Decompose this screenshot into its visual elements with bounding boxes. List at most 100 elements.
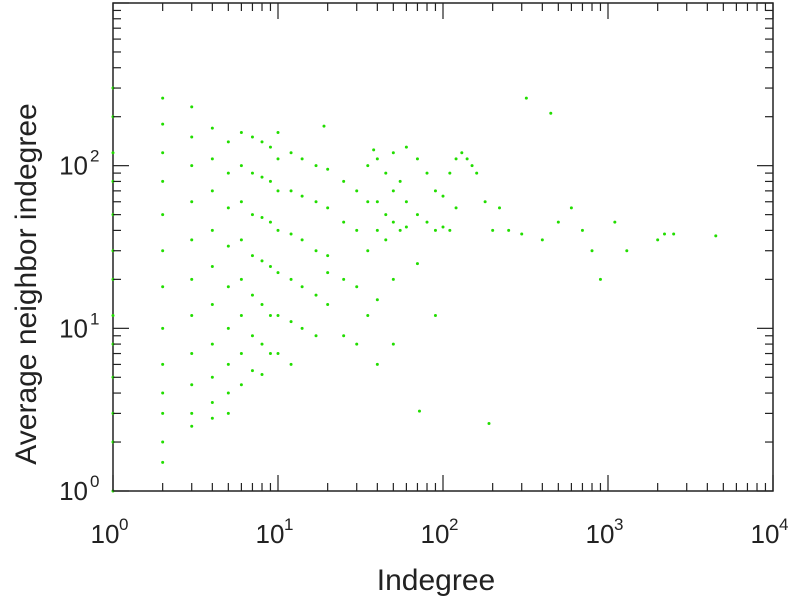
data-point [276, 271, 280, 275]
x-tick-label: 10 [586, 519, 615, 549]
data-point [391, 220, 395, 224]
data-point [239, 313, 243, 317]
data-point [268, 313, 272, 317]
data-point [210, 342, 214, 346]
data-point [375, 228, 379, 232]
data-point [289, 189, 293, 193]
data-point [375, 200, 379, 204]
data-point [161, 96, 165, 100]
data-point [672, 232, 676, 236]
data-point [250, 213, 254, 217]
data-point [226, 362, 230, 366]
data-point [226, 391, 230, 395]
data-point [391, 151, 395, 155]
data-point [260, 373, 264, 377]
data-point [260, 342, 264, 346]
data-point [161, 285, 165, 289]
data-point [415, 213, 419, 217]
data-point [210, 303, 214, 307]
data-point [314, 164, 318, 168]
data-point [425, 220, 429, 224]
data-point [355, 228, 359, 232]
data-point [161, 411, 165, 415]
data-point [268, 145, 272, 149]
data-point [300, 194, 304, 198]
data-point [448, 228, 452, 232]
data-point [276, 157, 280, 161]
data-point [210, 126, 214, 130]
data-point [161, 213, 165, 217]
x-tick-label: 10 [256, 519, 285, 549]
x-tick-exponent: 3 [614, 515, 623, 534]
data-point [366, 313, 370, 317]
data-point [289, 362, 293, 366]
data-point [398, 228, 402, 232]
x-tick-label: 10 [421, 519, 450, 549]
data-point [404, 145, 408, 149]
data-point [161, 391, 165, 395]
data-point [190, 105, 194, 109]
data-point [342, 220, 346, 224]
data-point [210, 401, 214, 404]
data-point [366, 249, 370, 253]
data-point [276, 189, 280, 193]
data-point [226, 171, 230, 175]
data-point [404, 200, 408, 204]
data-point [314, 200, 318, 204]
y-tick-label: 10 [59, 313, 88, 343]
data-point [314, 293, 318, 297]
data-point [190, 313, 194, 317]
data-point [355, 342, 359, 346]
data-point [210, 228, 214, 232]
data-point [524, 96, 528, 100]
data-point [425, 171, 429, 175]
data-point [111, 151, 115, 155]
data-point [491, 228, 495, 232]
data-point [465, 157, 469, 161]
data-point [276, 130, 280, 134]
data-point [276, 313, 280, 317]
data-point [375, 362, 379, 366]
y-tick-label: 10 [59, 151, 88, 181]
data-point [580, 228, 584, 232]
data-point [250, 135, 254, 139]
data-point [507, 228, 511, 232]
data-point [239, 164, 243, 168]
data-point [210, 264, 214, 268]
data-point [448, 171, 452, 175]
data-point [190, 383, 194, 387]
data-point [276, 228, 280, 232]
data-point [300, 238, 304, 242]
data-point [226, 244, 230, 248]
data-point [656, 238, 660, 242]
data-point [250, 171, 254, 175]
data-point [326, 206, 330, 210]
data-point [454, 206, 458, 210]
data-point [161, 362, 165, 366]
data-point [384, 213, 388, 217]
data-point [250, 369, 254, 373]
data-point [239, 238, 243, 242]
data-point [226, 206, 230, 210]
data-point [433, 228, 437, 232]
data-point [260, 259, 264, 263]
y-axis-label: Average neighbor indegree [10, 103, 43, 464]
data-point [417, 409, 421, 413]
data-point [268, 352, 272, 356]
data-point [342, 179, 346, 183]
data-point [314, 249, 318, 253]
data-point [161, 440, 165, 444]
data-point [663, 232, 666, 236]
data-point [161, 249, 165, 253]
data-point [355, 189, 359, 193]
data-point [326, 167, 330, 171]
data-point [454, 157, 458, 161]
x-tick-exponent: 0 [119, 515, 128, 534]
x-tick-exponent: 4 [779, 515, 788, 534]
data-point [433, 313, 437, 317]
data-point [326, 271, 330, 275]
data-point [260, 175, 264, 179]
data-point [226, 326, 230, 330]
y-tick-exponent: 0 [90, 472, 99, 491]
